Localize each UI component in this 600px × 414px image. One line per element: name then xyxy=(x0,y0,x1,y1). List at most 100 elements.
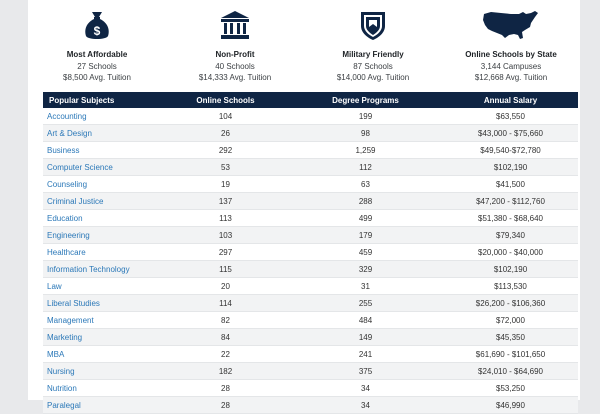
subject-link[interactable]: Healthcare xyxy=(43,243,163,261)
card-school-count: 40 Schools xyxy=(215,62,255,71)
usa-map-icon xyxy=(442,8,580,42)
annual-salary: $61,690 - $101,650 xyxy=(443,345,578,363)
online-schools-count: 53 xyxy=(163,158,288,176)
subject-link[interactable]: MBA xyxy=(43,345,163,363)
subject-link[interactable]: Counseling xyxy=(43,175,163,193)
online-schools-count: 26 xyxy=(163,124,288,142)
degree-programs-count: 149 xyxy=(288,328,443,346)
card-military-friendly[interactable]: Military Friendly 87 Schools $14,000 Avg… xyxy=(304,0,442,92)
degree-programs-count: 255 xyxy=(288,294,443,312)
subject-link[interactable]: Accounting xyxy=(43,108,163,125)
table-row: Criminal Justice 137 288 $47,200 - $112,760 xyxy=(43,192,578,210)
online-schools-count: 20 xyxy=(163,277,288,295)
annual-salary: $20,000 - $40,000 xyxy=(443,243,578,261)
table-row: Paralegal 28 34 $46,990 xyxy=(43,396,578,414)
annual-salary: $79,340 xyxy=(443,226,578,244)
svg-text:$: $ xyxy=(94,24,101,38)
online-schools-count: 182 xyxy=(163,362,288,380)
annual-salary: $51,380 - $68,640 xyxy=(443,209,578,227)
header-online-schools: Online Schools xyxy=(163,92,288,108)
table-row: Counseling 19 63 $41,500 xyxy=(43,175,578,193)
card-avg-tuition: $8,500 Avg. Tuition xyxy=(63,73,131,82)
degree-programs-count: 375 xyxy=(288,362,443,380)
money-bag-icon: $ xyxy=(28,8,166,42)
online-schools-count: 104 xyxy=(163,108,288,125)
table-row: Liberal Studies 114 255 $26,200 - $106,360 xyxy=(43,294,578,312)
subject-link[interactable]: Business xyxy=(43,141,163,159)
table-body: Accounting 104 199 $63,550 Art & Design 26 98 $… xyxy=(43,108,578,414)
degree-programs-count: 499 xyxy=(288,209,443,227)
online-schools-count: 84 xyxy=(163,328,288,346)
degree-programs-count: 199 xyxy=(288,108,443,125)
card-most-affordable[interactable]: $ Most Affordable 27 Schools $8,500 Avg.… xyxy=(28,0,166,92)
annual-salary: $53,250 xyxy=(443,379,578,397)
degree-programs-count: 98 xyxy=(288,124,443,142)
shield-icon xyxy=(304,8,442,42)
online-schools-count: 137 xyxy=(163,192,288,210)
table-row: Engineering 103 179 $79,340 xyxy=(43,226,578,244)
card-school-count: 27 Schools xyxy=(77,62,117,71)
schools-panel: $ Most Affordable 27 Schools $8,500 Avg.… xyxy=(28,0,580,414)
subject-link[interactable]: Art & Design xyxy=(43,124,163,142)
online-schools-count: 114 xyxy=(163,294,288,312)
online-schools-count: 22 xyxy=(163,345,288,363)
subject-link[interactable]: Management xyxy=(43,311,163,329)
table-row: Business 292 1,259 $49,540-$72,780 xyxy=(43,141,578,159)
subject-link[interactable]: Nutrition xyxy=(43,379,163,397)
online-schools-count: 113 xyxy=(163,209,288,227)
annual-salary: $43,000 - $75,660 xyxy=(443,124,578,142)
degree-programs-count: 1,259 xyxy=(288,141,443,159)
card-non-profit[interactable]: Non-Profit 40 Schools $14,333 Avg. Tuiti… xyxy=(166,0,304,92)
degree-programs-count: 179 xyxy=(288,226,443,244)
header-annual-salary: Annual Salary xyxy=(443,92,578,108)
table-row: Education 113 499 $51,380 - $68,640 xyxy=(43,209,578,227)
subject-link[interactable]: Engineering xyxy=(43,226,163,244)
header-popular-subjects: Popular Subjects xyxy=(43,92,163,108)
subject-link[interactable]: Computer Science xyxy=(43,158,163,176)
card-online-schools-by-state[interactable]: Online Schools by State 3,144 Campuses $… xyxy=(442,0,580,92)
card-avg-tuition: $12,668 Avg. Tuition xyxy=(474,73,548,82)
table-row: Nursing 182 375 $24,010 - $64,690 xyxy=(43,362,578,380)
table-row: Information Technology 115 329 $102,190 xyxy=(43,260,578,278)
subject-link[interactable]: Law xyxy=(43,277,163,295)
degree-programs-count: 34 xyxy=(288,379,443,397)
subject-link[interactable]: Liberal Studies xyxy=(43,294,163,312)
annual-salary: $72,000 xyxy=(443,311,578,329)
degree-programs-count: 34 xyxy=(288,396,443,414)
table-row: Nutrition 28 34 $53,250 xyxy=(43,379,578,397)
annual-salary: $63,550 xyxy=(443,108,578,125)
table-row: Accounting 104 199 $63,550 xyxy=(43,108,578,125)
annual-salary: $26,200 - $106,360 xyxy=(443,294,578,312)
card-avg-tuition: $14,333 Avg. Tuition xyxy=(198,73,272,82)
card-title: Military Friendly xyxy=(342,50,404,59)
subject-link[interactable]: Criminal Justice xyxy=(43,192,163,210)
table-row: Marketing 84 149 $45,350 xyxy=(43,328,578,346)
annual-salary: $102,190 xyxy=(443,260,578,278)
online-schools-count: 82 xyxy=(163,311,288,329)
annual-salary: $45,350 xyxy=(443,328,578,346)
table-row: Art & Design 26 98 $43,000 - $75,660 xyxy=(43,124,578,142)
category-cards: $ Most Affordable 27 Schools $8,500 Avg.… xyxy=(28,0,580,92)
annual-salary: $49,540-$72,780 xyxy=(443,141,578,159)
subject-link[interactable]: Nursing xyxy=(43,362,163,380)
degree-programs-count: 31 xyxy=(288,277,443,295)
subject-link[interactable]: Education xyxy=(43,209,163,227)
building-icon xyxy=(166,8,304,42)
table-row: Management 82 484 $72,000 xyxy=(43,311,578,329)
card-title: Non-Profit xyxy=(215,50,255,59)
degree-programs-count: 112 xyxy=(288,158,443,176)
subject-link[interactable]: Information Technology xyxy=(43,260,163,278)
card-school-count: 87 Schools xyxy=(353,62,393,71)
subject-link[interactable]: Marketing xyxy=(43,328,163,346)
annual-salary: $102,190 xyxy=(443,158,578,176)
online-schools-count: 103 xyxy=(163,226,288,244)
subjects-table: Popular Subjects Online Schools Degree P… xyxy=(43,92,578,414)
subject-link[interactable]: Paralegal xyxy=(43,396,163,414)
online-schools-count: 28 xyxy=(163,396,288,414)
degree-programs-count: 288 xyxy=(288,192,443,210)
degree-programs-count: 484 xyxy=(288,311,443,329)
table-row: Computer Science 53 112 $102,190 xyxy=(43,158,578,176)
degree-programs-count: 459 xyxy=(288,243,443,261)
online-schools-count: 19 xyxy=(163,175,288,193)
annual-salary: $113,530 xyxy=(443,277,578,295)
